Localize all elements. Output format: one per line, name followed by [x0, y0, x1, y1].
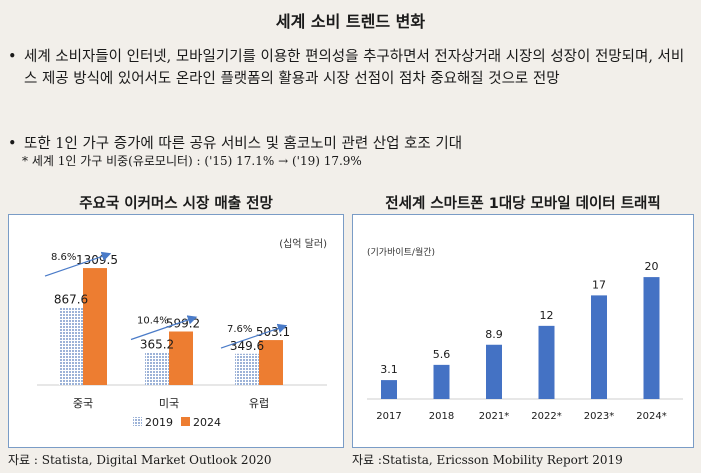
- bar-2019-1: [145, 352, 169, 385]
- bar-3: [538, 325, 555, 399]
- category-label-0: 2017: [376, 411, 401, 422]
- value-label-2019-2: 349.6: [230, 339, 264, 353]
- bar-4: [591, 295, 607, 399]
- category-label-0: 중국: [73, 397, 93, 410]
- category-label-2: 2021*: [479, 411, 509, 422]
- bar-1: [433, 364, 450, 399]
- growth-label-2: 7.6%: [227, 324, 252, 335]
- traffic-source: 자료 :Statista, Ericsson Mobility Report 2…: [352, 453, 623, 467]
- legend-swatch-2019: [133, 417, 142, 426]
- ecommerce-chart-panel: (십억 달러) 867.6 1309.5 중국 8.6% 365.2 599.2 미국 10.4…: [8, 214, 344, 448]
- legend-label-2019: 2019: [145, 416, 173, 429]
- value-label-2019-1: 365.2: [140, 337, 174, 351]
- traffic-chart-panel: (기가바이트/월간) 3.1 2017 5.6 2018 8.9 2021* 12 2022* 1…: [352, 214, 694, 448]
- ecommerce-chart-title: 주요국 이커머스 시장 매출 전망: [79, 196, 273, 212]
- growth-label-1: 10.4%: [137, 316, 169, 327]
- value-label-2019-0: 867.6: [54, 293, 88, 307]
- value-label-4: 17: [592, 278, 606, 291]
- growth-arrow-1: [130, 315, 198, 341]
- value-label-2024-1: 599.2: [166, 317, 200, 331]
- bullet-ecommerce: • 세계 소비자들이 인터넷, 모바일기기를 이용한 편의성을 추구하면서 전자…: [8, 46, 696, 90]
- bullet-symbol: •: [8, 49, 17, 65]
- category-label-2: 유럽: [249, 396, 269, 410]
- bar-0: [381, 380, 397, 399]
- bullet-single-household: • 또한 1인 가구 증가에 따른 공유 서비스 및 홈코노미 관련 산업 호조…: [8, 133, 696, 155]
- category-label-5: 2024*: [636, 411, 666, 422]
- growth-label-0: 8.6%: [51, 252, 76, 263]
- value-label-2: 8.9: [485, 328, 503, 341]
- category-label-1: 미국: [159, 397, 179, 410]
- value-label-2024-2: 503.1: [256, 325, 290, 339]
- ecommerce-source: 자료 : Statista, Digital Market Outlook 20…: [8, 453, 272, 467]
- legend-swatch-2024: [181, 417, 190, 426]
- value-label-3: 12: [540, 309, 554, 322]
- traffic-chart-title: 전세계 스마트폰 1대당 모바일 데이터 트래픽: [385, 196, 661, 212]
- bullet-text: 세계 소비자들이 인터넷, 모바일기기를 이용한 편의성을 추구하면서 전자상거…: [24, 49, 685, 87]
- bar-2019-2: [235, 353, 259, 385]
- category-label-1: 2018: [429, 411, 454, 422]
- traffic-chart: (기가바이트/월간) 3.1 2017 5.6 2018 8.9 2021* 12 2022* 1…: [367, 246, 683, 422]
- unit-label: (십억 달러): [279, 238, 327, 250]
- household-note: * 세계 1인 가구 비중(유로모니터) : ('15) 17.1% → ('1…: [22, 154, 362, 168]
- category-label-4: 2023*: [584, 411, 614, 422]
- bar-2: [486, 344, 502, 399]
- bar-5: [643, 277, 660, 399]
- value-label-5: 20: [645, 260, 659, 273]
- ecommerce-chart: (십억 달러) 867.6 1309.5 중국 8.6% 365.2 599.2 미국 10.4…: [37, 238, 327, 429]
- value-label-2024-0: 1309.5: [76, 253, 118, 267]
- growth-arrow-2: [220, 323, 288, 349]
- bar-2019-0: [59, 307, 83, 385]
- category-label-3: 2022*: [531, 411, 561, 422]
- growth-arrow-0: [44, 251, 112, 277]
- bar-2024-0: [83, 268, 107, 385]
- value-label-1: 5.6: [433, 348, 451, 361]
- bullet-symbol: •: [8, 136, 17, 152]
- value-label-0: 3.1: [380, 363, 398, 376]
- bullet-text: 또한 1인 가구 증가에 따른 공유 서비스 및 홈코노미 관련 산업 호조 기…: [24, 136, 463, 152]
- page-title: 세계 소비 트렌드 변화: [275, 12, 426, 31]
- bar-2024-1: [169, 331, 193, 385]
- unit-label: (기가바이트/월간): [367, 246, 435, 258]
- bar-2024-2: [259, 340, 283, 385]
- legend-label-2024: 2024: [193, 416, 221, 429]
